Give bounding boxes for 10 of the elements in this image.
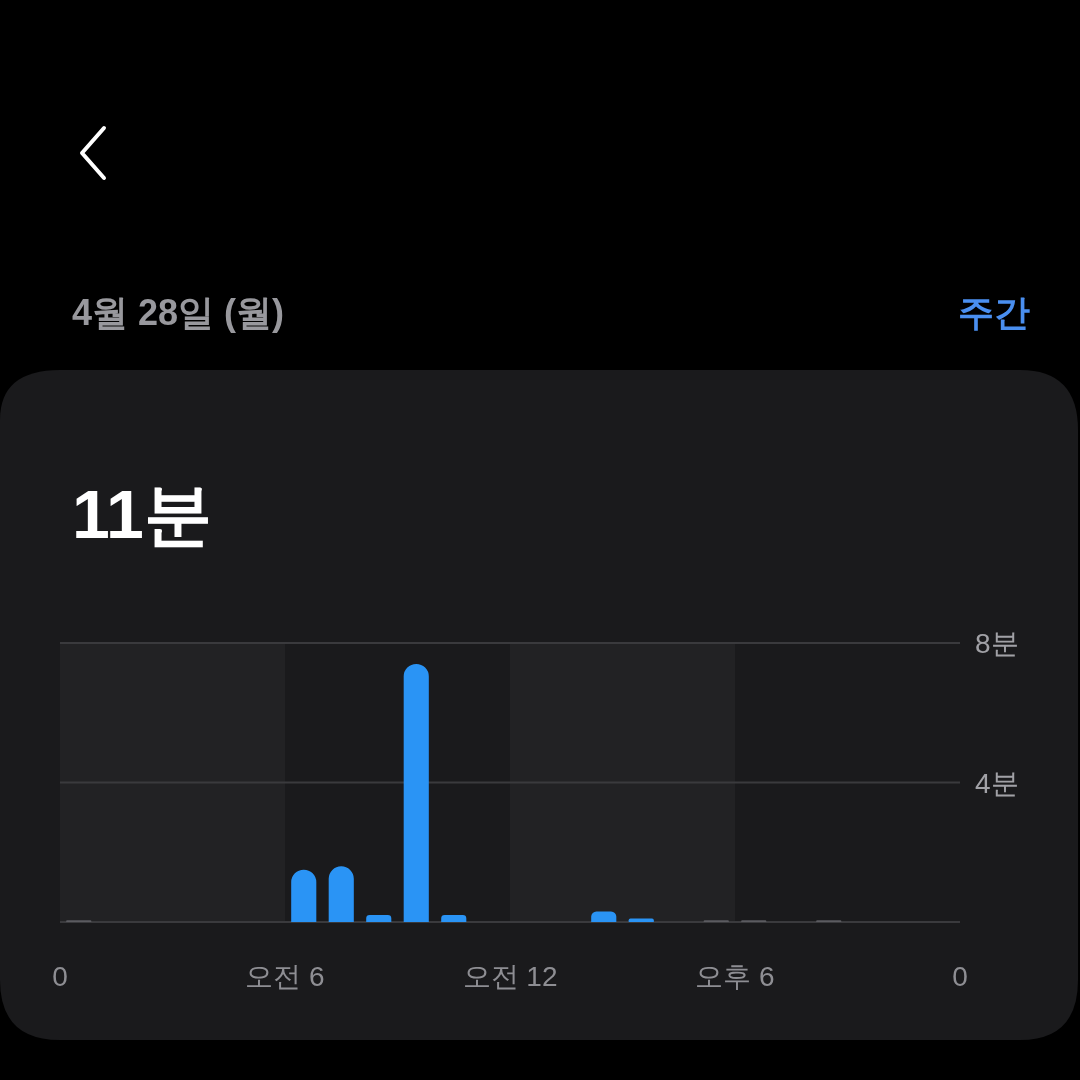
y-tick-label: 8분 <box>975 628 1019 659</box>
title: 11분 <box>72 476 212 552</box>
subtitle: 4월 28일 (월) <box>72 292 285 333</box>
annotation: 주간 <box>958 292 1030 333</box>
x-tick-label: 오전 12 <box>462 961 558 992</box>
x-tick-label: 오후 6 <box>695 961 775 992</box>
x-tick-label: 0 <box>52 961 68 992</box>
y-tick-label: 4분 <box>975 767 1019 799</box>
x-tick-label: 오전 6 <box>245 961 325 992</box>
x-tick-label: 0 <box>952 961 968 992</box>
